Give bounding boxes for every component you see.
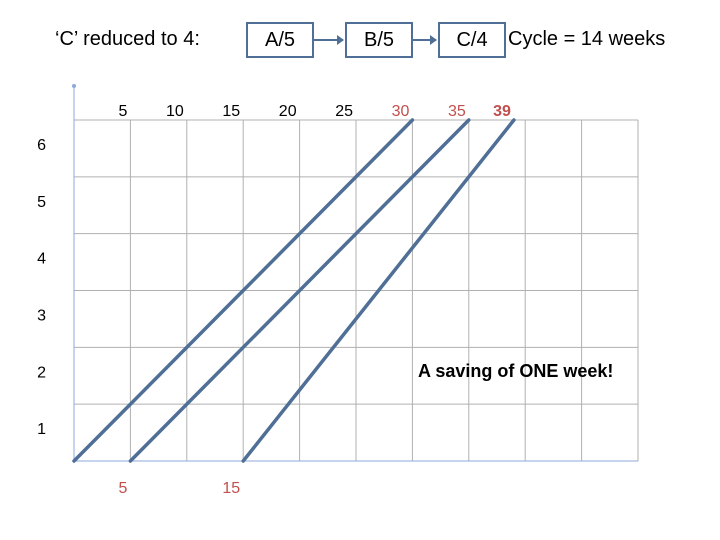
series-line-2 (128, 118, 471, 463)
top-tick-label: 39 (493, 103, 511, 120)
activity-box-c: C/4 (438, 22, 506, 58)
y-tick-label: 4 (37, 251, 46, 268)
activity-label-c: C/4 (456, 28, 488, 51)
y-tick-label: 2 (37, 364, 46, 381)
top-tick-label: 15 (222, 103, 240, 120)
activity-label-a: A/5 (264, 28, 296, 51)
y-tick-label: 3 (37, 308, 46, 325)
series-line-3 (241, 118, 516, 463)
arrow-b-to-c (413, 35, 437, 45)
top-tick-label: 35 (448, 103, 466, 120)
arrow-a-to-b (314, 35, 344, 45)
saving-note: A saving of ONE week! (418, 361, 614, 381)
activity-box-a: A/5 (246, 22, 314, 58)
y-axis-cap (72, 84, 76, 88)
y-tick-label: 6 (37, 137, 46, 154)
top-tick-label: 25 (335, 103, 353, 120)
slide-title: ‘C’ reduced to 4: (55, 28, 200, 50)
top-tick-label: 10 (166, 103, 184, 120)
top-tick-label: 5 (118, 103, 127, 120)
series-line-1 (72, 118, 415, 463)
y-tick-label: 5 (37, 194, 46, 211)
activity-box-b: B/5 (345, 22, 413, 58)
top-tick-label: 20 (279, 103, 297, 120)
activity-label-b: B/5 (363, 28, 395, 51)
bottom-tick-label: 5 (118, 480, 127, 497)
bottom-tick-label: 15 (222, 480, 240, 497)
top-tick-label: 30 (392, 103, 410, 120)
cycle-time-label: Cycle = 14 weeks (508, 28, 666, 50)
y-tick-label: 1 (37, 421, 46, 438)
